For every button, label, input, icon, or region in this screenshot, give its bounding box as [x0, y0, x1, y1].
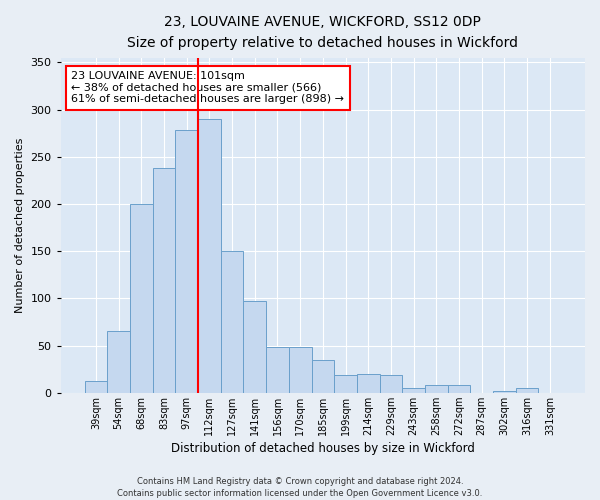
Bar: [221, 251, 244, 393]
Text: Contains HM Land Registry data © Crown copyright and database right 2024.
Contai: Contains HM Land Registry data © Crown c…: [118, 476, 482, 498]
Bar: [311, 360, 334, 393]
Text: 23 LOUVAINE AVENUE: 101sqm
← 38% of detached houses are smaller (566)
61% of sem: 23 LOUVAINE AVENUE: 101sqm ← 38% of deta…: [71, 71, 344, 104]
Bar: [380, 375, 402, 393]
Bar: [289, 348, 311, 393]
Title: 23, LOUVAINE AVENUE, WICKFORD, SS12 0DP
Size of property relative to detached ho: 23, LOUVAINE AVENUE, WICKFORD, SS12 0DP …: [127, 15, 518, 50]
X-axis label: Distribution of detached houses by size in Wickford: Distribution of detached houses by size …: [171, 442, 475, 455]
Bar: [175, 130, 198, 393]
Bar: [198, 119, 221, 393]
Bar: [152, 168, 175, 393]
Bar: [334, 375, 357, 393]
Bar: [266, 348, 289, 393]
Bar: [130, 204, 152, 393]
Bar: [448, 385, 470, 393]
Y-axis label: Number of detached properties: Number of detached properties: [15, 138, 25, 313]
Bar: [357, 374, 380, 393]
Bar: [244, 301, 266, 393]
Bar: [402, 388, 425, 393]
Bar: [85, 382, 107, 393]
Bar: [107, 332, 130, 393]
Bar: [493, 391, 516, 393]
Bar: [425, 385, 448, 393]
Bar: [516, 388, 538, 393]
